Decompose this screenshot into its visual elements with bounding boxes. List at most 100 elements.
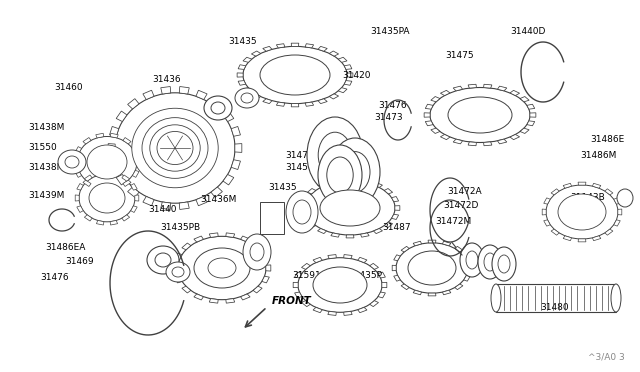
Polygon shape	[291, 43, 299, 46]
Ellipse shape	[468, 108, 492, 122]
Ellipse shape	[208, 258, 236, 278]
Polygon shape	[97, 221, 104, 225]
Polygon shape	[301, 196, 308, 202]
Ellipse shape	[160, 134, 190, 162]
Polygon shape	[226, 233, 235, 237]
Polygon shape	[243, 57, 252, 62]
Polygon shape	[593, 236, 601, 241]
Polygon shape	[455, 284, 463, 290]
Polygon shape	[238, 65, 246, 70]
Polygon shape	[235, 144, 242, 153]
Polygon shape	[122, 215, 130, 221]
Polygon shape	[263, 46, 272, 51]
Polygon shape	[395, 206, 400, 210]
Ellipse shape	[260, 55, 330, 95]
Ellipse shape	[573, 205, 591, 219]
Ellipse shape	[491, 284, 501, 312]
Ellipse shape	[132, 108, 218, 188]
Polygon shape	[161, 202, 171, 209]
Polygon shape	[266, 265, 271, 271]
Polygon shape	[127, 99, 139, 109]
Polygon shape	[338, 57, 347, 62]
Polygon shape	[262, 253, 269, 260]
Ellipse shape	[330, 138, 380, 206]
Polygon shape	[209, 233, 218, 237]
Polygon shape	[428, 240, 436, 243]
Polygon shape	[300, 206, 305, 210]
Polygon shape	[431, 97, 440, 102]
Polygon shape	[578, 239, 586, 242]
Polygon shape	[394, 255, 400, 261]
Text: 31480: 31480	[540, 304, 568, 312]
Polygon shape	[384, 189, 392, 194]
Ellipse shape	[212, 261, 232, 275]
Polygon shape	[75, 170, 81, 177]
Text: 31436: 31436	[152, 76, 180, 84]
Ellipse shape	[79, 174, 135, 222]
Text: 31440: 31440	[148, 205, 177, 215]
Text: 31487: 31487	[382, 224, 411, 232]
Text: 31486EA: 31486EA	[45, 244, 85, 253]
Polygon shape	[605, 189, 613, 195]
Polygon shape	[84, 175, 92, 181]
Polygon shape	[83, 138, 91, 144]
Polygon shape	[116, 174, 127, 185]
Polygon shape	[301, 301, 310, 307]
Text: 31436M: 31436M	[200, 196, 236, 205]
Text: 31435: 31435	[268, 183, 296, 192]
Ellipse shape	[194, 248, 250, 288]
Polygon shape	[542, 209, 546, 215]
Polygon shape	[252, 94, 260, 99]
Polygon shape	[109, 126, 119, 136]
Polygon shape	[131, 183, 137, 190]
Polygon shape	[307, 189, 316, 194]
Polygon shape	[370, 301, 378, 307]
Text: 31435P: 31435P	[348, 270, 382, 279]
Text: 31460: 31460	[54, 83, 83, 93]
Text: ^3/A0 3: ^3/A0 3	[588, 353, 625, 362]
Ellipse shape	[142, 118, 208, 178]
Ellipse shape	[330, 279, 350, 292]
Polygon shape	[425, 104, 433, 109]
Polygon shape	[358, 307, 367, 313]
Text: 31472A: 31472A	[447, 187, 482, 196]
Polygon shape	[276, 102, 285, 106]
Text: 31435PB: 31435PB	[160, 224, 200, 232]
Polygon shape	[360, 179, 369, 183]
Polygon shape	[392, 214, 399, 219]
Polygon shape	[318, 46, 327, 51]
Ellipse shape	[460, 243, 484, 277]
Ellipse shape	[87, 145, 127, 179]
Ellipse shape	[340, 152, 370, 192]
Polygon shape	[440, 90, 450, 96]
Polygon shape	[413, 241, 422, 246]
Ellipse shape	[546, 185, 618, 239]
Polygon shape	[263, 99, 272, 104]
Polygon shape	[237, 73, 243, 77]
Ellipse shape	[243, 234, 271, 270]
Polygon shape	[77, 206, 83, 212]
Polygon shape	[110, 221, 118, 225]
Ellipse shape	[157, 131, 193, 164]
Polygon shape	[496, 284, 616, 312]
Ellipse shape	[293, 200, 311, 224]
Text: 31420: 31420	[342, 71, 371, 80]
Ellipse shape	[283, 68, 307, 81]
Polygon shape	[527, 104, 535, 109]
Polygon shape	[276, 44, 285, 48]
Polygon shape	[238, 81, 246, 85]
Polygon shape	[510, 90, 520, 96]
Polygon shape	[241, 294, 250, 300]
Polygon shape	[262, 276, 269, 283]
Ellipse shape	[235, 88, 259, 108]
Polygon shape	[173, 265, 178, 271]
Ellipse shape	[77, 137, 137, 187]
Polygon shape	[241, 236, 250, 242]
Polygon shape	[96, 133, 104, 138]
Polygon shape	[563, 236, 572, 241]
Text: 31473: 31473	[374, 113, 403, 122]
Polygon shape	[291, 103, 299, 107]
Polygon shape	[305, 102, 314, 106]
Polygon shape	[527, 121, 535, 126]
Polygon shape	[318, 99, 327, 104]
